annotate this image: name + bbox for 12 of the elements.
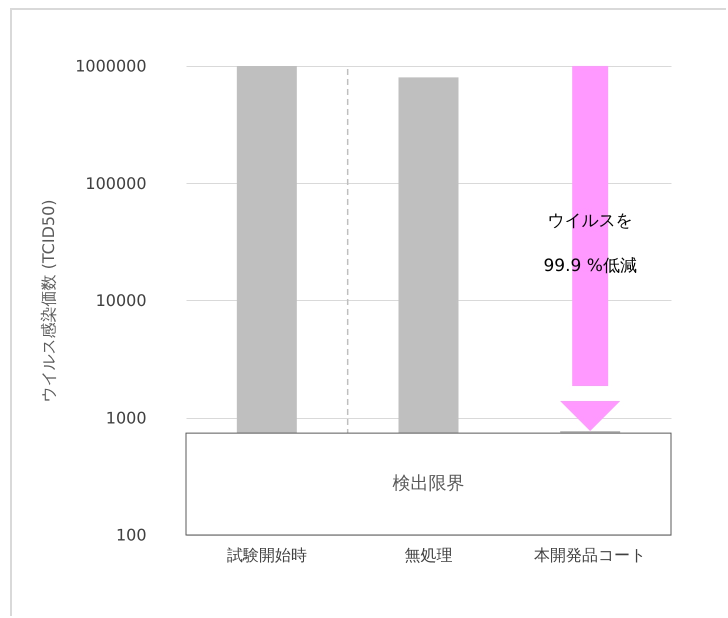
annotation: 99.9 %低減 — [543, 256, 637, 276]
y-tick-label: 100 — [116, 526, 146, 544]
y-tick-label: 10000 — [96, 291, 146, 310]
annotation: ウイルスを — [548, 211, 633, 231]
x-tick-label: 本開発品コート — [534, 546, 646, 564]
y-tick-label: 1000000 — [75, 56, 146, 76]
y-tick-label: 1000 — [106, 408, 146, 428]
band-label: 検出限界 — [392, 473, 464, 494]
y-axis-title: ウイルス感染価数 (TCID50) — [39, 200, 58, 402]
x-tick-label: 無処理 — [404, 546, 452, 564]
y-tick-label: 100000 — [85, 174, 146, 193]
x-tick-label: 試験開始時 — [226, 546, 307, 564]
